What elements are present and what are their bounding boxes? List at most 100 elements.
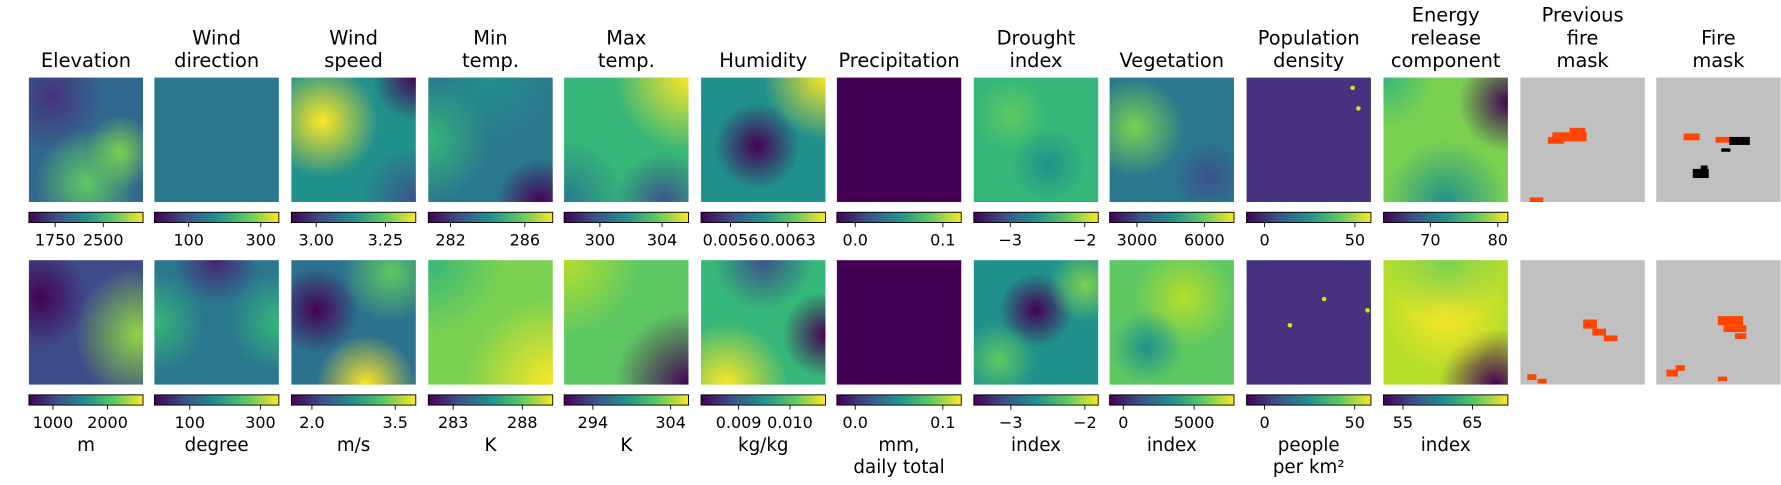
colorbar-tick-label: 50 <box>1345 230 1365 249</box>
colorbar <box>1383 211 1509 223</box>
column-title: index <box>1009 49 1062 72</box>
colorbar-tick-label: 300 <box>246 230 276 249</box>
raster-panel <box>154 260 279 385</box>
colorbar-tick-label: 304 <box>655 413 685 432</box>
colorbar <box>28 394 144 406</box>
raster-panel <box>1109 260 1234 385</box>
column-title: Energy <box>1412 3 1480 26</box>
colorbar-tick-label: 1000 <box>33 413 74 432</box>
unit-label: mm, <box>878 435 919 456</box>
colorbar-tick-label: 282 <box>435 230 465 249</box>
column-title: Wind <box>192 26 241 49</box>
colorbar <box>563 394 689 406</box>
raster-panel <box>154 77 279 202</box>
unit-label: K <box>620 435 633 456</box>
raster-panel <box>701 260 826 385</box>
no-data-pixels <box>1700 165 1708 171</box>
column-title: density <box>1273 49 1344 72</box>
column-title: direction <box>174 49 259 72</box>
colorbar-tick-label: 2500 <box>83 230 124 249</box>
column-title: Precipitation <box>838 49 959 72</box>
unit-label: per km² <box>1273 457 1345 478</box>
bright-pixel <box>1287 322 1293 328</box>
colorbar-tick-label: 3.25 <box>368 230 404 249</box>
raster-panel <box>564 260 689 385</box>
colorbar <box>973 394 1099 406</box>
fire-pixels <box>1717 376 1727 382</box>
no-data-pixels <box>1692 168 1709 179</box>
colorbar-tick-label: 1750 <box>35 230 76 249</box>
unit-label: K <box>485 435 498 456</box>
bright-pixel <box>1356 106 1361 111</box>
colorbar-tick-label: 0 <box>1260 230 1270 249</box>
colorbar-tick-label: 3.00 <box>298 230 334 249</box>
fire-pixels <box>1547 136 1564 144</box>
raster-panel <box>1246 77 1371 202</box>
fire-pixels <box>1527 374 1537 381</box>
colorbar-tick-label: 50 <box>1345 413 1365 432</box>
colorbar <box>427 394 554 406</box>
bright-pixel <box>1350 85 1355 91</box>
raster-panel <box>564 77 689 202</box>
raster-panel <box>973 77 1099 202</box>
unit-label: index <box>1011 435 1061 456</box>
colorbar-tick-label: 0 <box>1259 413 1269 432</box>
column-title: Wind <box>329 26 378 49</box>
column-title: temp. <box>598 49 655 72</box>
column-title: mask <box>1692 49 1745 72</box>
colorbar-tick-label: 2000 <box>87 413 128 432</box>
raster-panel <box>973 260 1099 385</box>
unit-label: index <box>1421 435 1471 456</box>
column-title: mask <box>1557 49 1610 72</box>
fire-pixels <box>1734 333 1747 339</box>
bright-pixel <box>1321 296 1327 302</box>
column-title: fire <box>1567 26 1599 49</box>
column-title: release <box>1410 26 1481 49</box>
colorbar <box>1246 394 1372 406</box>
column-title: Previous <box>1542 3 1624 26</box>
column-title: Fire <box>1701 26 1736 49</box>
colorbar-tick-label: 0.009 <box>716 413 762 432</box>
colorbar <box>836 211 962 223</box>
no-data-pixels <box>1729 136 1750 145</box>
fire-pixels <box>1675 365 1685 371</box>
unit-label: m <box>77 435 95 456</box>
fire-pixels <box>1715 136 1730 143</box>
colorbar-tick-label: 286 <box>510 230 540 249</box>
unit-label: daily total <box>853 457 944 478</box>
fire-pixels <box>1529 197 1544 202</box>
raster-panel <box>1383 260 1508 385</box>
colorbar-tick-label: 0 <box>1118 413 1128 432</box>
fire-pixels <box>1569 127 1586 135</box>
colorbar <box>153 394 280 406</box>
colorbar-tick-label: −3 <box>999 413 1023 432</box>
colorbar <box>153 211 280 223</box>
column-title: Humidity <box>719 49 807 72</box>
raster-panel <box>1383 77 1508 202</box>
column-title: Elevation <box>41 49 131 72</box>
raster-panel <box>1520 260 1645 385</box>
raster-panel <box>1246 260 1371 385</box>
fire-pixels <box>1666 369 1678 377</box>
colorbar-tick-label: 300 <box>585 230 615 249</box>
raster-panel <box>291 260 416 385</box>
column-title: Drought <box>997 26 1076 49</box>
raster-panel <box>428 260 553 385</box>
colorbar-tick-label: 6000 <box>1184 230 1225 249</box>
colorbar-tick-label: 283 <box>438 413 468 432</box>
unit-label: people <box>1278 435 1340 456</box>
colorbar-tick-label: 0.0063 <box>760 230 816 249</box>
raster-panel <box>291 77 416 202</box>
column-title: speed <box>324 49 383 72</box>
column-title: Vegetation <box>1120 49 1225 72</box>
unit-label: m/s <box>337 435 370 456</box>
raster-panel <box>836 260 962 385</box>
colorbar-tick-label: 2.0 <box>299 413 324 432</box>
raster-panel <box>836 77 962 202</box>
column-title: Min <box>473 26 507 49</box>
colorbar-tick-label: 294 <box>578 413 608 432</box>
colorbar-tick-label: 288 <box>507 413 537 432</box>
colorbar <box>973 211 1099 223</box>
